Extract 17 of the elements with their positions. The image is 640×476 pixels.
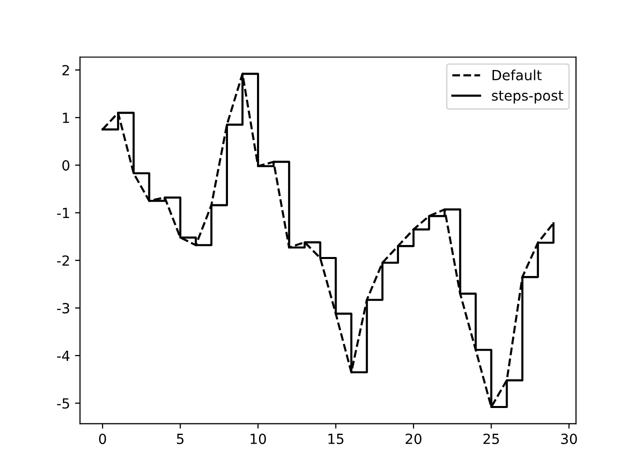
x-tick-label: 5 xyxy=(176,434,184,444)
x-tick-label: 10 xyxy=(250,434,266,444)
legend-label: Default xyxy=(492,70,542,80)
x-tick-label: 0 xyxy=(99,434,106,444)
x-tick-label: 20 xyxy=(406,434,422,444)
y-tick-label: 1 xyxy=(62,112,69,123)
y-tick-label: -1 xyxy=(57,208,69,218)
y-tick-label: 0 xyxy=(62,160,70,171)
legend-label: steps-post xyxy=(492,90,564,104)
x-tick-label: 15 xyxy=(328,434,344,444)
x-tick-label: 30 xyxy=(561,434,577,444)
y-tick-label: -2 xyxy=(57,255,69,266)
x-tick-label: 25 xyxy=(483,434,499,444)
y-tick-label: -4 xyxy=(57,350,70,361)
y-tick-label: -3 xyxy=(57,302,70,314)
y-tick-label: -5 xyxy=(57,398,70,409)
y-tick-label: 2 xyxy=(62,64,69,76)
